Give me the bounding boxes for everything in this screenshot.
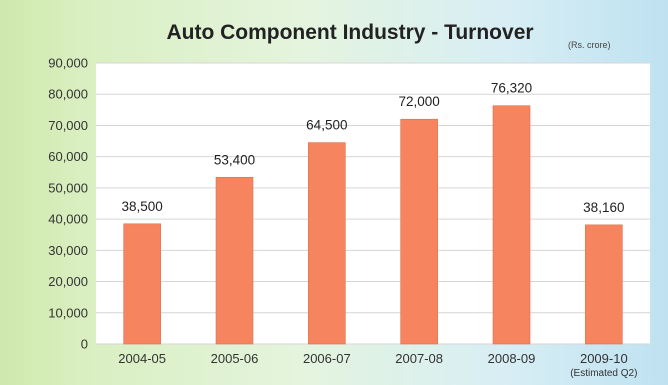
grid-lines	[96, 62, 650, 345]
chart-title: Auto Component Industry - Turnover	[166, 21, 533, 44]
data-labels: 38,500 53,400 64,500 72,000 76,320 38,160	[122, 81, 625, 215]
x-tick-label: 2005-06	[211, 351, 259, 366]
x-tick-label: 2008-09	[488, 351, 536, 366]
data-label: 53,400	[214, 152, 255, 167]
bar	[308, 142, 346, 345]
x-axis-ticks: 2004-05 2005-06 2006-07 2007-08 2008-09 2009-…	[118, 351, 637, 379]
y-tick-label: 60,000	[48, 149, 88, 164]
data-label: 38,160	[583, 200, 624, 215]
bar	[585, 224, 623, 345]
x-tick-label: 2009-10	[580, 351, 628, 366]
bars	[123, 105, 623, 345]
y-tick-label: 50,000	[48, 180, 88, 195]
data-label: 38,500	[122, 199, 163, 214]
y-tick-label: 10,000	[48, 305, 88, 320]
x-tick-note: (Estimated Q2)	[570, 368, 637, 379]
bar	[492, 105, 531, 345]
y-tick-label: 0	[81, 337, 88, 352]
y-tick-label: 90,000	[48, 56, 88, 71]
y-tick-label: 70,000	[48, 118, 88, 133]
unit-note: (Rs. crore)	[568, 40, 611, 50]
y-axis-ticks: 0 10,000 20,000 30,000 40,000 50,000 60,000 70,…	[48, 56, 88, 352]
bar	[123, 223, 161, 345]
data-label: 64,500	[306, 118, 347, 133]
x-tick-label: 2006-07	[303, 351, 351, 366]
x-tick-label: 2007-08	[395, 351, 443, 366]
y-tick-label: 40,000	[48, 212, 88, 227]
y-tick-label: 20,000	[48, 274, 88, 289]
x-tick-label: 2004-05	[118, 351, 166, 366]
data-label: 76,320	[491, 81, 532, 96]
bar	[215, 176, 254, 345]
plot-area	[96, 63, 650, 344]
y-tick-label: 80,000	[48, 87, 88, 102]
y-tick-label: 30,000	[48, 243, 88, 258]
data-label: 72,000	[399, 94, 440, 109]
bar	[400, 118, 438, 345]
